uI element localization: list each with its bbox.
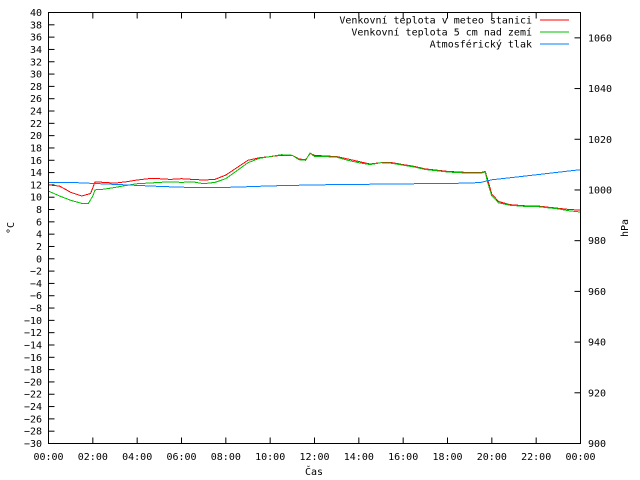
- y2-tick-label: 1020: [588, 135, 612, 146]
- y2-tick-label: 1000: [588, 185, 612, 196]
- x-tick-label: 04:00: [122, 452, 152, 463]
- y-tick-label: 36: [30, 33, 42, 44]
- y2-tick-label: 920: [588, 388, 606, 399]
- y-tick-label: 6: [36, 217, 42, 228]
- legend-label: Venkovní teplota v meteo stanici: [339, 15, 532, 27]
- y-tick-label: 20: [30, 131, 42, 142]
- y-tick-label: 28: [30, 82, 42, 93]
- y-tick-label: −12: [24, 328, 42, 339]
- x-tick-label: 20:00: [477, 452, 507, 463]
- y-tick-label: 38: [30, 20, 42, 31]
- y-tick-label: 24: [30, 107, 42, 118]
- y-tick-label: 18: [30, 143, 42, 154]
- x-tick-label: 00:00: [33, 452, 63, 463]
- y-tick-label: −24: [24, 402, 42, 413]
- y-tick-label: −10: [24, 316, 42, 327]
- y-tick-label: −20: [24, 377, 42, 388]
- y2-tick-label: 1060: [588, 33, 612, 44]
- x-axis-title: Čas: [305, 465, 323, 478]
- y-tick-label: 10: [30, 193, 42, 204]
- y-tick-label: 16: [30, 156, 42, 167]
- plot-frame: [48, 12, 581, 444]
- x-axis-tick-labels: 00:00 02:00 04:00 06:00 08:00 10:00 12:00 14:00…: [33, 452, 595, 463]
- x-tick-label: 02:00: [78, 452, 108, 463]
- x-tick-label: 00:00: [565, 452, 595, 463]
- y-tick-label: 32: [30, 57, 42, 68]
- y-tick-label: 30: [30, 70, 42, 81]
- y-tick-label: 4: [36, 230, 42, 241]
- series-line-3: [48, 169, 581, 189]
- left-axis-tick-labels: −30−28−26−24−22−20−18−16−14−12−10−8−6−4−…: [24, 8, 42, 450]
- y-tick-label: −8: [30, 304, 42, 315]
- x-tick-label: 12:00: [299, 452, 329, 463]
- y-tick-label: 34: [30, 45, 42, 56]
- legend-label: Venkovní teplota 5 cm nad zemí: [351, 27, 532, 39]
- y-tick-label: 40: [30, 8, 42, 19]
- y-tick-label: −28: [24, 427, 42, 438]
- y-tick-label: −30: [24, 439, 42, 450]
- y2-axis-title: hPa: [620, 219, 631, 237]
- series-line-2: [48, 152, 581, 213]
- x-tick-label: 18:00: [432, 452, 462, 463]
- x-tick-label: 08:00: [211, 452, 241, 463]
- y-tick-label: −2: [30, 267, 42, 278]
- y-tick-label: 8: [36, 205, 42, 216]
- y2-tick-label: 1040: [588, 84, 612, 95]
- y2-tick-label: 900: [588, 439, 606, 450]
- y2-tick-label: 940: [588, 338, 606, 349]
- y-tick-label: 12: [30, 180, 42, 191]
- x-tick-label: 10:00: [255, 452, 285, 463]
- y-tick-label: −14: [24, 340, 42, 351]
- y-axis-title: °C: [6, 222, 17, 234]
- legend-label: Atmosférický tlak: [430, 39, 532, 51]
- y-tick-label: 22: [30, 119, 42, 130]
- y-tick-label: 26: [30, 94, 42, 105]
- right-axis-tick-labels: 900 920 940 960 980 1000 1020 1040 1060: [588, 33, 612, 450]
- legend: Venkovní teplota v meteo staniciVenkovní…: [339, 15, 569, 51]
- x-tick-label: 16:00: [388, 452, 418, 463]
- y-tick-label: −16: [24, 353, 42, 364]
- x-tick-label: 06:00: [166, 452, 196, 463]
- y-tick-label: 0: [36, 254, 42, 265]
- y-tick-label: −26: [24, 414, 42, 425]
- y-tick-label: −22: [24, 390, 42, 401]
- y2-tick-label: 960: [588, 287, 606, 298]
- series-lines: [48, 152, 581, 213]
- axis-ticks: [48, 12, 581, 444]
- y2-tick-label: 980: [588, 236, 606, 247]
- x-tick-label: 22:00: [521, 452, 551, 463]
- y-tick-label: 2: [36, 242, 42, 253]
- y-tick-label: 14: [30, 168, 42, 179]
- series-line-1: [48, 152, 581, 211]
- y-tick-label: −18: [24, 365, 42, 376]
- y-tick-label: −4: [30, 279, 42, 290]
- y-tick-label: −6: [30, 291, 42, 302]
- x-tick-label: 14:00: [344, 452, 374, 463]
